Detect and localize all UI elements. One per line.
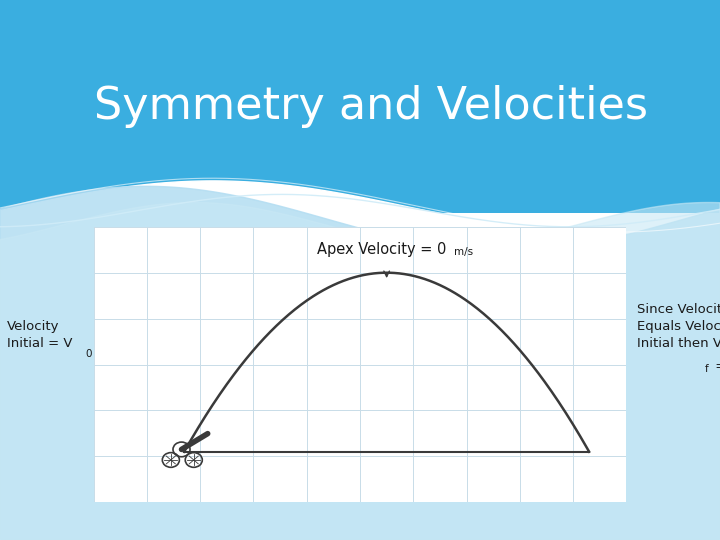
- Polygon shape: [0, 202, 720, 540]
- Polygon shape: [0, 213, 720, 540]
- Polygon shape: [0, 186, 720, 540]
- Polygon shape: [0, 0, 720, 213]
- Text: Velocity
Initial = V: Velocity Initial = V: [7, 320, 73, 350]
- Text: 0: 0: [85, 349, 91, 359]
- Polygon shape: [0, 181, 720, 540]
- Text: f: f: [705, 364, 708, 374]
- Text: m/s: m/s: [454, 247, 474, 256]
- Text: = V: = V: [711, 360, 720, 373]
- Text: Symmetry and Velocities: Symmetry and Velocities: [94, 85, 647, 128]
- Text: Apex Velocity = 0: Apex Velocity = 0: [317, 241, 446, 256]
- Text: Since Velocity Final
Equals Velocity
Initial then V: Since Velocity Final Equals Velocity Ini…: [637, 303, 720, 350]
